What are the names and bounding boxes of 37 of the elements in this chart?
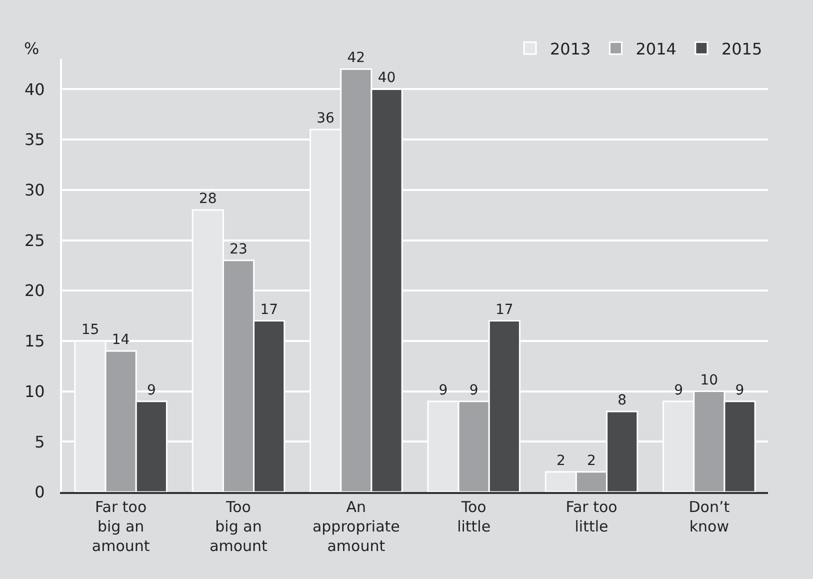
y-tick-label: 15 (24, 332, 45, 351)
data-label: 40 (378, 70, 396, 86)
data-label: 17 (496, 302, 514, 318)
legend-label: 2014 (636, 39, 676, 58)
y-tick-label: 10 (24, 382, 45, 401)
y-axis-title: % (24, 39, 40, 58)
legend-label: 2013 (550, 39, 591, 58)
data-label: 9 (674, 382, 684, 398)
data-label: 2 (556, 452, 566, 469)
y-tick-label: 30 (24, 180, 45, 200)
data-label: 9 (469, 382, 478, 398)
y-tick-label: 20 (24, 281, 45, 300)
data-label: 15 (81, 322, 100, 338)
y-tick-label: 0 (34, 482, 45, 502)
y-tick-label: 5 (34, 432, 45, 452)
data-label: 23 (230, 241, 248, 258)
y-tick-label: 40 (24, 80, 45, 99)
x-tick-label: Don’t know (688, 498, 730, 536)
data-label: 10 (700, 372, 718, 388)
data-label: 17 (260, 302, 278, 318)
data-label: 2 (587, 452, 596, 469)
data-label: 42 (347, 50, 366, 66)
data-label: 9 (146, 382, 156, 398)
data-label: 8 (618, 392, 627, 408)
y-tick-label: 35 (24, 130, 45, 150)
data-label: 28 (198, 191, 217, 208)
x-tick-label: Too little (457, 498, 491, 536)
data-label: 14 (112, 332, 130, 348)
x-tick-label: Far too little (566, 498, 618, 536)
data-label: 36 (316, 110, 335, 126)
legend-label: 2015 (721, 39, 762, 58)
x-tick-label: An appropriate amount (312, 498, 400, 555)
data-label: 9 (438, 382, 448, 398)
x-tick-label: Far too big an amount (92, 498, 150, 555)
y-tick-label: 25 (24, 230, 45, 250)
x-tick-label: Too big an amount (210, 498, 268, 555)
data-label: 9 (735, 382, 744, 398)
